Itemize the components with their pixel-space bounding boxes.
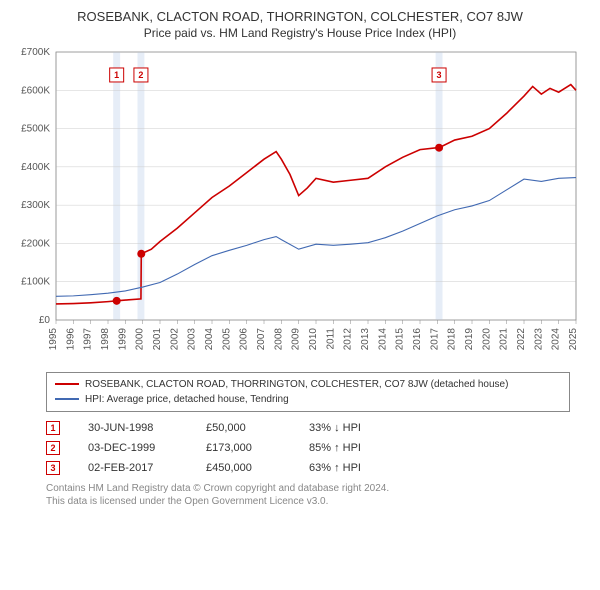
svg-text:£500K: £500K: [21, 123, 50, 134]
svg-text:1995: 1995: [48, 327, 59, 350]
svg-text:£600K: £600K: [21, 85, 50, 96]
svg-text:2015: 2015: [395, 327, 406, 350]
svg-text:1997: 1997: [83, 327, 94, 350]
event-row: 3 02-FEB-2017 £450,000 63% ↑ HPI: [46, 458, 570, 478]
event-price: £173,000: [206, 442, 281, 454]
event-row: 1 30-JUN-1998 £50,000 33% ↓ HPI: [46, 418, 570, 438]
svg-text:£0: £0: [39, 315, 51, 326]
svg-text:2022: 2022: [516, 327, 527, 350]
svg-text:2017: 2017: [429, 327, 440, 350]
svg-text:1998: 1998: [100, 327, 111, 350]
event-marker: 3: [46, 461, 60, 475]
svg-text:2023: 2023: [533, 327, 544, 350]
svg-text:2012: 2012: [343, 327, 354, 350]
svg-text:2003: 2003: [187, 327, 198, 350]
svg-text:2: 2: [138, 70, 143, 80]
legend-item: ROSEBANK, CLACTON ROAD, THORRINGTON, COL…: [55, 377, 561, 392]
svg-text:2010: 2010: [308, 327, 319, 350]
svg-text:1996: 1996: [65, 327, 76, 350]
svg-text:2019: 2019: [464, 327, 475, 350]
event-row: 2 03-DEC-1999 £173,000 85% ↑ HPI: [46, 438, 570, 458]
svg-text:2014: 2014: [377, 327, 388, 350]
event-date: 30-JUN-1998: [88, 422, 178, 434]
footer-line-1: Contains HM Land Registry data © Crown c…: [46, 482, 570, 496]
svg-text:2008: 2008: [273, 327, 284, 350]
svg-text:1999: 1999: [117, 327, 128, 350]
svg-text:2024: 2024: [551, 327, 562, 350]
svg-text:£200K: £200K: [21, 238, 50, 249]
svg-text:3: 3: [437, 70, 442, 80]
svg-text:£300K: £300K: [21, 200, 50, 211]
svg-text:2000: 2000: [135, 327, 146, 350]
legend-label: HPI: Average price, detached house, Tend…: [85, 392, 289, 407]
svg-text:2020: 2020: [481, 327, 492, 350]
svg-text:£100K: £100K: [21, 276, 50, 287]
event-delta: 33% ↓ HPI: [309, 422, 361, 434]
svg-text:£400K: £400K: [21, 161, 50, 172]
footer-attribution: Contains HM Land Registry data © Crown c…: [46, 482, 570, 509]
chart-subtitle: Price paid vs. HM Land Registry's House …: [10, 26, 590, 40]
event-delta: 63% ↑ HPI: [309, 462, 361, 474]
event-date: 02-FEB-2017: [88, 462, 178, 474]
svg-text:1: 1: [114, 70, 119, 80]
footer-line-2: This data is licensed under the Open Gov…: [46, 495, 570, 509]
svg-text:2002: 2002: [169, 327, 180, 350]
event-marker: 2: [46, 441, 60, 455]
svg-text:2007: 2007: [256, 327, 267, 350]
svg-text:2021: 2021: [499, 327, 510, 350]
svg-text:2013: 2013: [360, 327, 371, 350]
event-marker: 1: [46, 421, 60, 435]
svg-text:2001: 2001: [152, 327, 163, 350]
event-price: £50,000: [206, 422, 281, 434]
legend-item: HPI: Average price, detached house, Tend…: [55, 392, 561, 407]
event-price: £450,000: [206, 462, 281, 474]
svg-text:2009: 2009: [291, 327, 302, 350]
events-table: 1 30-JUN-1998 £50,000 33% ↓ HPI 2 03-DEC-1999…: [46, 418, 570, 478]
svg-text:2018: 2018: [447, 327, 458, 350]
legend-swatch: [55, 398, 79, 400]
legend-swatch: [55, 383, 79, 385]
svg-text:£700K: £700K: [21, 47, 50, 58]
svg-text:2016: 2016: [412, 327, 423, 350]
event-delta: 85% ↑ HPI: [309, 442, 361, 454]
legend-label: ROSEBANK, CLACTON ROAD, THORRINGTON, COL…: [85, 377, 508, 392]
svg-text:2006: 2006: [239, 327, 250, 350]
legend: ROSEBANK, CLACTON ROAD, THORRINGTON, COL…: [46, 372, 570, 412]
event-date: 03-DEC-1999: [88, 442, 178, 454]
price-chart: £0 £100K £200K £300K £400K £500K £600K £700K 199…: [10, 46, 590, 366]
svg-text:2025: 2025: [568, 327, 579, 350]
svg-text:2004: 2004: [204, 327, 215, 350]
svg-text:2011: 2011: [325, 327, 336, 349]
chart-title: ROSEBANK, CLACTON ROAD, THORRINGTON, COL…: [10, 8, 590, 26]
svg-text:2005: 2005: [221, 327, 232, 350]
